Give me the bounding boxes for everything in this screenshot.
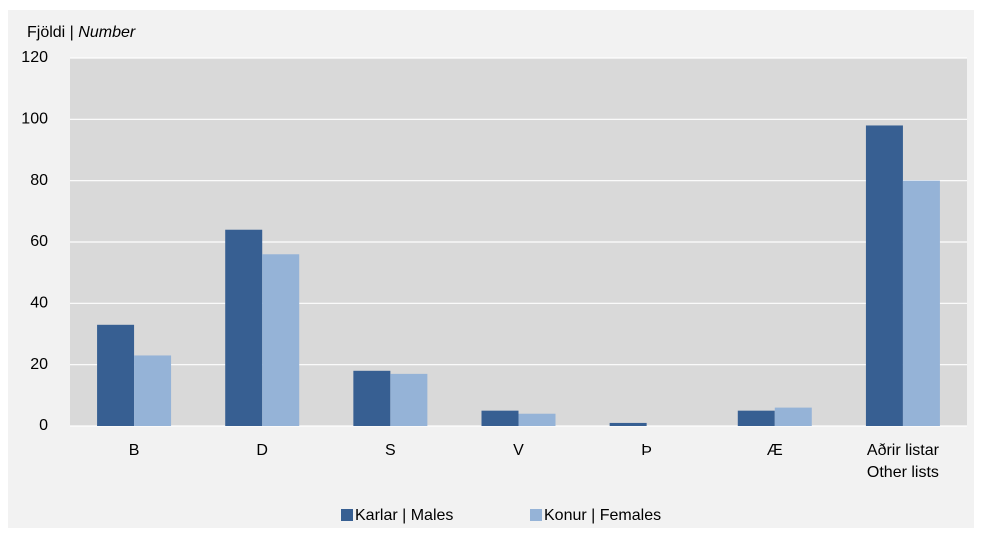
bar	[481, 410, 519, 426]
bar	[353, 370, 391, 426]
y-tick-label: 40	[30, 295, 48, 312]
x-tick-label: Æ	[767, 442, 783, 459]
y-tick-label: 120	[21, 49, 48, 66]
x-tick-label: Þ	[641, 442, 652, 459]
x-tick-label: B	[129, 442, 140, 459]
bar	[518, 413, 556, 426]
y-tick-label: 0	[39, 417, 48, 434]
y-tick-label: 80	[30, 172, 48, 189]
x-tick-label: S	[385, 442, 396, 459]
x-tick-label-line: Aðrir listar	[867, 442, 940, 459]
bar	[390, 373, 428, 426]
y-axis-label-is: Fjöldi |	[27, 24, 78, 41]
legend-label: Karlar | Males	[355, 507, 453, 524]
x-tick-label: D	[256, 442, 268, 459]
x-tick-label: Aðrir listar Other lists	[867, 442, 940, 481]
bar	[262, 254, 300, 426]
bar	[865, 125, 903, 426]
bar	[225, 229, 263, 426]
bar	[97, 324, 135, 426]
legend-label: Konur | Females	[544, 507, 661, 524]
bar	[609, 422, 647, 426]
legend-swatch	[341, 509, 353, 521]
y-tick-label: 20	[30, 356, 48, 373]
bar	[902, 180, 940, 426]
bar	[737, 410, 775, 426]
x-tick-label: V	[513, 442, 524, 459]
y-axis-label-en: Number	[78, 24, 136, 41]
y-tick-label: 100	[21, 111, 48, 128]
y-tick-label: 60	[30, 233, 48, 250]
x-tick-label-line: Other lists	[867, 464, 939, 481]
bar	[774, 407, 812, 426]
y-axis-label: Fjöldi | Number	[27, 24, 136, 41]
bar	[134, 355, 172, 426]
legend-swatch	[530, 509, 542, 521]
